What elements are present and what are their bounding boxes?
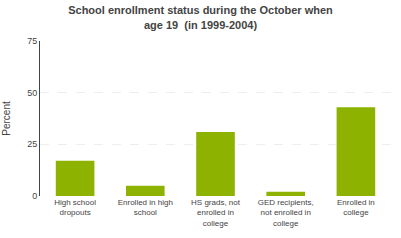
svg-text:High schooldropouts: High schooldropouts xyxy=(54,198,96,217)
svg-text:GED recipients,not enrolled in: GED recipients,not enrolled incollege xyxy=(258,198,314,228)
svg-text:Enrolled incollege: Enrolled incollege xyxy=(337,198,375,217)
svg-text:HS grads, notenrolled incolleg: HS grads, notenrolled incollege xyxy=(191,198,241,228)
svg-text:Percent: Percent xyxy=(1,101,12,136)
svg-text:50: 50 xyxy=(27,88,37,98)
svg-text:School enrollment status durin: School enrollment status during the Octo… xyxy=(68,4,333,30)
svg-text:Enrolled in highschool: Enrolled in highschool xyxy=(118,198,173,217)
svg-text:25: 25 xyxy=(27,139,37,149)
svg-text:75: 75 xyxy=(27,36,37,46)
svg-text:0: 0 xyxy=(32,191,37,201)
